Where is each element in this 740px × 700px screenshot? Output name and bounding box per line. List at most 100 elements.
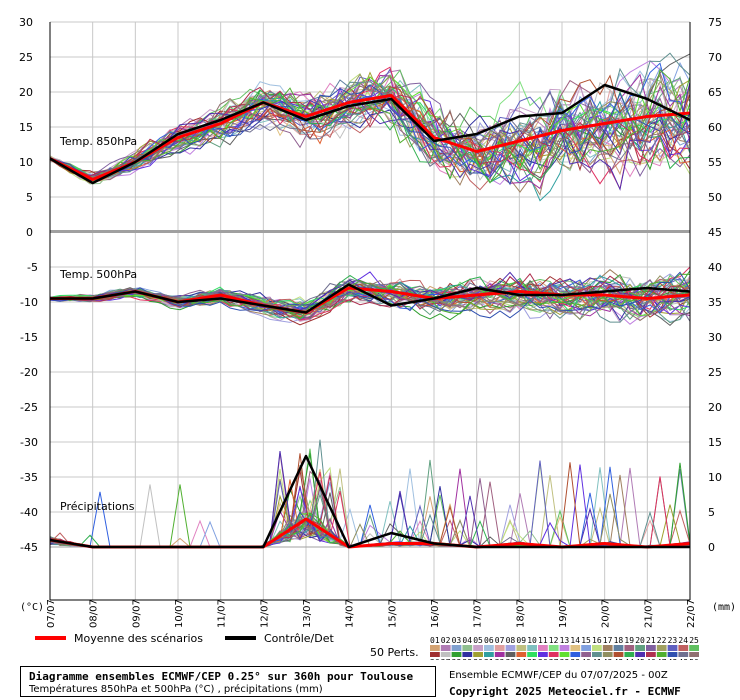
legend-pert-number: 40 xyxy=(581,658,591,660)
y-tick-right: 15 xyxy=(708,436,722,449)
y-tick-right: 60 xyxy=(708,121,722,134)
chart-caption-box: Diagramme ensembles ECMWF/CEP 0.25° sur … xyxy=(20,666,436,697)
ensemble-member-500 xyxy=(49,278,691,322)
unit-label-right: (mm) xyxy=(712,602,736,613)
y-tick-right: 70 xyxy=(708,51,722,64)
y-tick-right: 5 xyxy=(708,506,715,519)
ensemble-chart: 30252015105075706560555045-5-10-15403530… xyxy=(19,16,737,660)
legend-pert-swatch xyxy=(624,652,635,657)
panel-title-850: Temp. 850hPa xyxy=(59,135,137,148)
legend-pert-number: 38 xyxy=(560,658,570,660)
legend-pert-swatch xyxy=(548,652,559,657)
legend-pert-swatch xyxy=(592,645,602,651)
legend-pert-number: 49 xyxy=(678,658,688,660)
x-tick-date: 22/07 xyxy=(686,599,697,628)
legend-pert-swatch xyxy=(494,652,505,657)
legend-pert-number: 01 xyxy=(430,636,440,645)
x-tick-date: 10/07 xyxy=(174,599,185,628)
control-series-precip xyxy=(49,454,690,549)
x-tick-date: 08/07 xyxy=(89,599,100,628)
legend-pert-swatch xyxy=(430,652,440,657)
ensemble-member-850 xyxy=(49,75,691,182)
legend-pert-swatch xyxy=(667,645,678,651)
legend-pert-number: 37 xyxy=(549,658,559,660)
y-tick-right: 25 xyxy=(708,366,722,379)
legend-pert-number: 26 xyxy=(430,658,440,660)
legend-pert-swatch xyxy=(624,645,635,651)
y-tick-left: -10 xyxy=(20,296,38,309)
legend-pert-swatch xyxy=(646,645,656,651)
chart-axes xyxy=(49,22,691,601)
copyright-label: Copyright 2025 Meteociel.fr - ECMWF xyxy=(449,685,681,698)
y-tick-left: 30 xyxy=(19,16,33,29)
y-tick-left: -20 xyxy=(20,366,38,379)
x-tick-date: 21/07 xyxy=(643,599,654,628)
legend-pert-number: 32 xyxy=(495,658,505,660)
legend-pert-number: 21 xyxy=(646,636,656,645)
y-tick-right: 20 xyxy=(708,401,722,414)
legend-pert-number: 43 xyxy=(614,658,624,660)
y-tick-left: -45 xyxy=(20,541,38,554)
chart-labels: 30252015105075706560555045-5-10-15403530… xyxy=(19,16,736,628)
legend-pert-number: 02 xyxy=(441,636,451,645)
y-tick-left: 20 xyxy=(19,86,33,99)
legend-pert-swatch xyxy=(516,652,527,657)
y-tick-right: 55 xyxy=(708,156,722,169)
legend-pert-number: 50 xyxy=(689,658,699,660)
x-tick-date: 13/07 xyxy=(302,599,313,628)
legend-pert-number: 44 xyxy=(624,658,634,660)
legend-pert-swatch xyxy=(635,652,645,657)
legend-pert-swatch xyxy=(548,645,559,651)
legend-pert-swatch xyxy=(430,645,440,651)
legend-pert-swatch xyxy=(570,645,581,651)
legend-pert-number: 03 xyxy=(452,636,462,645)
legend-pert-swatch xyxy=(462,645,473,651)
y-tick-right: 45 xyxy=(708,226,722,239)
legend-pert-swatch xyxy=(440,652,451,657)
panel-title-500: Temp. 500hPa xyxy=(59,268,137,281)
legend-pert-number: 48 xyxy=(668,658,678,660)
legend-pert-number: 11 xyxy=(538,636,548,645)
legend-pert-swatch xyxy=(602,645,613,651)
legend-pert-number: 34 xyxy=(516,658,526,660)
legend-pert-number: 35 xyxy=(527,658,537,660)
legend-pert-swatch xyxy=(451,652,462,657)
legend-pert-swatch xyxy=(602,652,613,657)
legend-pert-number: 22 xyxy=(657,636,667,645)
control-series-temp500 xyxy=(50,283,691,314)
legend-pert-number: 46 xyxy=(646,658,656,660)
legend-pert-swatch xyxy=(678,652,689,657)
legend-pert-swatch xyxy=(656,645,667,651)
legend-pert-number: 06 xyxy=(484,636,494,645)
legend-pert-number: 05 xyxy=(473,636,483,645)
legend-pert-number: 31 xyxy=(484,658,494,660)
legend-pert-swatch xyxy=(473,645,483,651)
legend-pert-swatch xyxy=(570,652,581,657)
x-tick-date: 18/07 xyxy=(515,599,526,628)
legend-pert-swatch xyxy=(581,652,591,657)
mean-series-temp850 xyxy=(49,94,691,181)
legend-pert-number: 45 xyxy=(635,658,645,660)
y-tick-left: 15 xyxy=(19,121,33,134)
ensemble-member-850 xyxy=(49,74,691,179)
y-tick-left: -30 xyxy=(20,436,38,449)
legend-pert-swatch xyxy=(473,652,483,657)
legend-pert-number: 09 xyxy=(516,636,526,645)
x-tick-date: 07/07 xyxy=(46,599,57,628)
y-tick-left: 25 xyxy=(19,51,33,64)
legend-pert-swatch xyxy=(505,652,516,657)
panel-title-precip: Précipitations xyxy=(60,500,135,513)
legend-pert-number: 12 xyxy=(549,636,559,645)
y-tick-right: 35 xyxy=(708,296,722,309)
legend-pert-number: 18 xyxy=(614,636,624,645)
panel-separator xyxy=(50,230,690,233)
legend-pert-number: 42 xyxy=(603,658,613,660)
legend-pert-number: 27 xyxy=(441,658,451,660)
legend-pert-number: 33 xyxy=(506,658,516,660)
legend-pert-number: 29 xyxy=(462,658,472,660)
legend-pert-number: 25 xyxy=(689,636,699,645)
x-tick-date: 14/07 xyxy=(345,599,356,628)
legend-pert-number: 47 xyxy=(657,658,667,660)
chart-legend: Moyenne des scénarios Contrôle/Det 50 Pert… xyxy=(35,632,699,660)
legend-pert-swatch xyxy=(559,652,570,657)
